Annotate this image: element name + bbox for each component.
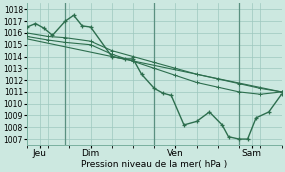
X-axis label: Pression niveau de la mer( hPa ): Pression niveau de la mer( hPa ) [81, 159, 227, 169]
